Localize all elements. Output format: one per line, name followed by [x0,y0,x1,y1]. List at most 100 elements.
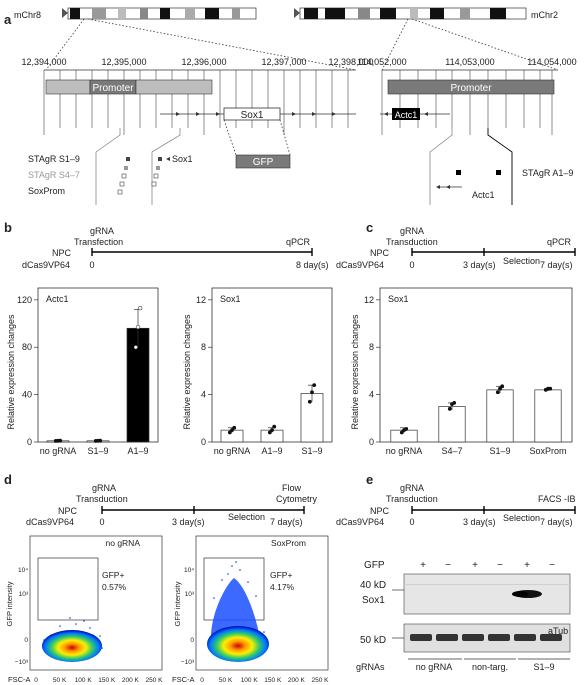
western-blot-sox1 [403,573,571,615]
grna-target-markers [117,157,162,195]
e-grnas-label: gRNAs [356,662,385,672]
flow-plot-soxprom [195,535,329,671]
chart-title: Sox1 [220,294,241,304]
x-tick-label: S1–9 [301,446,322,456]
data-point [232,425,237,430]
b-qpcr-label: qPCR [286,237,311,247]
grna-marker-a1 [456,170,461,175]
coord-right-1: 114,052,000 [357,57,406,67]
coord-right-2: 114,053,000 [445,57,494,67]
stagr-a19-label: STAgR A1–9 [522,168,573,178]
flow-x-tick-label: 150 K [264,677,282,684]
actc1-small-arrow [436,185,462,189]
panel-e: e gRNA Transduction FACS -IB NPC dCas9VP… [336,472,576,672]
gate-box-1 [37,557,99,621]
gfp-label: GFP [253,157,274,168]
c-tend: 7 day(s) [540,260,573,270]
c-grna-label: gRNA [400,226,424,236]
d-cytometry-label: Cytometry [276,494,318,504]
x-tick-label: A1–9 [261,446,282,456]
chart-title: Sox1 [388,294,409,304]
data-point [500,384,505,389]
coord-left-4: 12,397,000 [261,57,306,67]
y-tick-label: 0 [201,437,206,447]
chart-sox1-b: Sox1 0 4 8 12 no gRNA A1–9 S1–9 [196,287,333,456]
data-point [312,383,317,388]
plot-frame [379,287,573,443]
d-flow-label: Flow [282,483,302,493]
x-tick-label: no gRNA [40,446,77,456]
flow-plot1-gate: GFP+ [102,570,124,580]
y-tick-label: 4 [369,390,374,400]
flow-x-tick-label: 200 K [288,677,306,684]
data-point [98,438,103,443]
cell-population-1 [42,630,102,662]
group-s19: S1–9 [533,662,554,672]
sox1-gene-label: Sox1 [241,110,264,121]
d-selection: Selection [228,512,265,522]
panel-b: b gRNA Transfection qPCR NPC dCas9VP64 0… [4,220,333,456]
e-facs-label: FACS -IB [538,494,576,504]
genome-track-right [381,69,558,135]
flow-y-tick-label: 10³ [185,591,195,598]
flow-x-tick-label: 150 K [98,677,116,684]
data-point [447,406,452,411]
e-tend: 7 day(s) [540,517,573,527]
panel-label-d: d [4,472,12,487]
flow-plot1-title: no gRNA [106,538,141,548]
coord-right-3: 114,054,000 [527,57,576,67]
data-point [548,386,553,391]
b-transfection-label: Transfection [74,237,123,247]
flow-y-tick-label: 10⁴ [184,567,194,574]
e-atub: aTub [548,626,568,636]
y-tick-label: 4 [201,390,206,400]
b-t0: 0 [89,260,94,270]
b-tend: 8 day(s) [296,260,329,270]
e-t0: 0 [409,517,414,527]
e-timeline [411,506,576,514]
e-gfp-label: GFP [364,560,385,571]
c-qpcr-label: qPCR [547,237,572,247]
data-point [452,401,457,405]
flow-x-tick-label: 50 K [219,677,233,684]
data-point [133,345,138,350]
gfp-sign-1: + [420,560,426,571]
chromosome-label-left: mChr8 [14,10,41,20]
coord-left-3: 12,396,000 [181,57,226,67]
sox1-gene-model [160,107,356,121]
data-point [404,427,409,431]
e-npc-label: NPC [370,506,390,516]
x-tick-label: no gRNA [214,446,251,456]
grna-marker-a2 [496,170,501,175]
y-tick-label: 12 [364,295,374,305]
d-grna-label: gRNA [92,483,116,493]
b-npc-label: NPC [52,248,72,258]
gfp-sign-4: − [497,560,503,571]
c-ylabel: Relative expression changes [350,314,360,430]
coord-left-1: 12,394,000 [21,57,66,67]
x-tick-label: no gRNA [386,446,423,456]
flow-plot1-pct: 0.57% [102,582,127,592]
actc1-gene-model [380,108,450,120]
gfp-sign-2: − [445,560,451,571]
gfp-sign-6: − [549,560,555,571]
flow-x-tick-label: 100 K [75,677,93,684]
c-timeline [411,248,576,256]
flow-x-tick-label: 0 [200,677,204,684]
e-selection: Selection [503,513,540,523]
chromosome-label-right: mChr2 [531,10,558,20]
flow-x-tick-label: 200 K [122,677,140,684]
d-t0: 0 [99,517,104,527]
legend-soxprom: SoxProm [28,186,65,196]
panel-label-e: e [366,472,373,487]
bar [534,389,562,443]
b-ylabel-actc1: Relative expression changes [6,314,16,430]
flow-y-tick-label: −10³ [181,659,195,666]
c-t0: 0 [409,260,414,270]
e-kd50: 50 kD [360,635,386,646]
flow-x-tick-label: 50 K [53,677,67,684]
y-tick-label: 8 [369,342,374,352]
sox1-pointer-label: Sox1 [172,154,193,164]
flow-xlabel-2: FSC-A [172,675,195,684]
flow-y-tick-label: 0 [190,637,194,644]
